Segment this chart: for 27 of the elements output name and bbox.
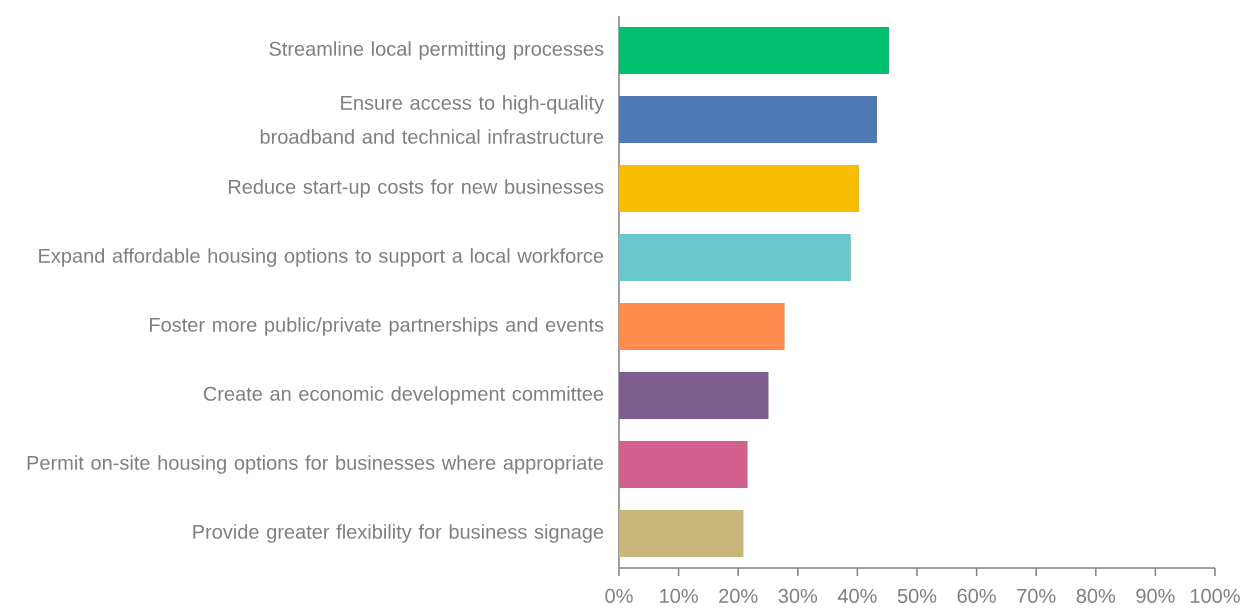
x-tick-label: 0% [605,588,633,604]
x-tick-label: 40% [837,588,877,604]
y-tick-label: Streamline local permitting processes [269,41,604,60]
x-tick-label: 90% [1136,588,1175,604]
x-tick-label: 80% [1076,588,1116,604]
y-tick-label: Expand affordable housing options to support a local workforce [39,248,604,267]
bar [619,372,769,419]
x-tick-label: 20% [719,588,758,604]
bar [619,510,744,557]
x-tick-label: 10% [660,588,698,604]
y-tick-label: Provide greater flexibility for business signage [193,524,604,543]
bar [619,165,860,212]
x-tick-label: 70% [1017,588,1056,604]
y-tick-label: Permit on-site housing options for businesses where appropriate [27,455,604,474]
x-tick-label: 100% [1190,588,1240,604]
bar [619,27,889,74]
x-tick-label: 60% [957,588,996,604]
bar [619,441,748,488]
y-tick-label: Ensure access to high-quality broadband and technical infrastructure [260,95,605,144]
bar [619,303,785,350]
y-tick-label: Create an economic development committee [203,386,604,405]
y-tick-label: Reduce start-up costs for new businesses [228,179,604,198]
y-tick-label: Foster more public/private partnerships and events [150,317,604,336]
bar [619,234,851,281]
x-tick-label: 50% [897,588,937,604]
bar [619,96,878,143]
x-tick-label: 30% [778,588,818,604]
